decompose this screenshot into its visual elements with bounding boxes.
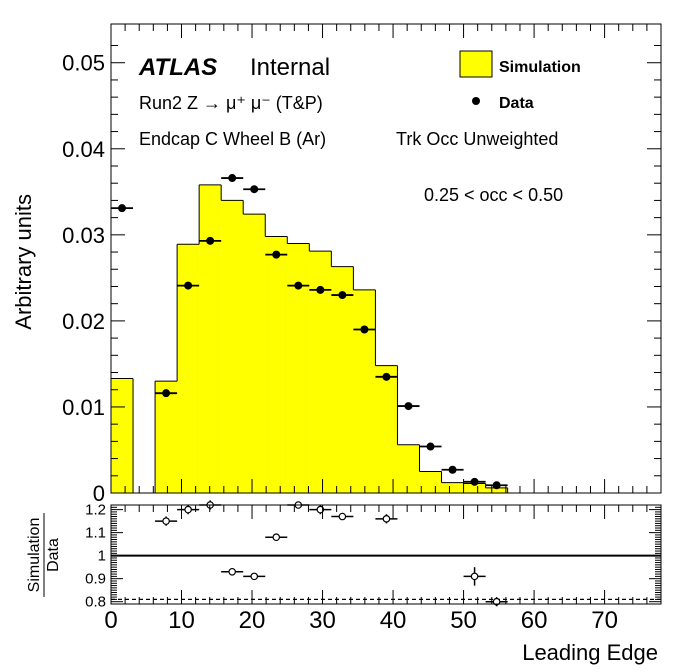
simulation-bar [463,483,486,493]
ratio-point [184,505,192,514]
simulation-bar [287,243,310,493]
data-points [111,174,508,490]
data-point [272,250,281,259]
data-point [404,402,413,411]
ratio-point [162,517,170,525]
legend-data-label: Data [499,95,534,112]
simulation-bar [309,251,332,493]
x-tick-label: 10 [168,607,195,634]
ratio-y-tick-label: 1.1 [85,525,106,542]
status-label: Internal [250,54,330,81]
legend-data-marker [472,97,480,105]
x-tick-labels: 0 10 20 30 40 50 60 70 [104,607,618,634]
x-tick-label: 30 [309,607,336,634]
main-y-tick-labels: 0 0.01 0.02 0.03 0.04 0.05 [62,51,105,506]
ratio-point [250,572,259,581]
ratio-y-tick-labels: 0.8 0.9 1 1.1 1.2 [85,502,106,611]
x-tick-label: 20 [239,607,266,634]
x-tick-label: 0 [104,607,117,634]
data-point [316,285,325,294]
data-point [184,281,193,290]
x-tick-label: 70 [591,607,618,634]
ratio-plot-frame [110,504,662,605]
y-tick-label: 0.05 [62,51,105,76]
y-tick-label: 0.04 [62,137,105,162]
simulation-bar [397,444,420,493]
ratio-points [155,500,508,607]
simulation-bar [375,365,398,493]
legend-simulation-swatch [459,50,493,78]
ratio-y-title-numerator: Simulation [26,518,43,593]
y-tick-label: 0.01 [62,395,105,420]
ratio-y-title-denominator: Data [45,538,62,572]
ratio-point [316,505,325,514]
ratio-plot-panel: 0.8 0.9 1 1.1 1.2 0 10 20 30 40 50 60 70 [85,500,662,634]
region-label: Endcap C Wheel B (Ar) [139,129,326,149]
y-tick-label: 0 [93,481,105,506]
simulation-histogram [110,184,509,494]
data-point [294,281,303,290]
y-tick-label: 0.02 [62,309,105,334]
data-point [470,477,479,486]
data-point [228,174,237,183]
simulation-bar [155,381,178,493]
x-tick-label: 50 [450,607,477,634]
data-point [360,325,369,334]
x-tick-label: 60 [521,607,548,634]
simulation-bar [243,214,266,494]
tag-label: Trk Occ Unweighted [396,129,558,149]
data-point [118,204,127,213]
ratio-y-tick-label: 1 [98,548,106,565]
main-axis-ticks [110,24,662,494]
ratio-point [338,512,347,521]
ratio-point [272,533,281,542]
simulation-bar [177,244,200,493]
process-label: Run2 Z → μ⁺ μ⁻ (T&P) [139,93,323,113]
data-point [250,185,259,194]
ratio-point [470,572,479,581]
ratio-y-title: Simulation Data [26,513,62,597]
data-point [206,236,215,245]
ratio-point [228,567,236,576]
ratio-y-tick-label: 0.8 [85,594,106,611]
data-point [492,481,501,490]
x-tick-label: 40 [380,607,407,634]
data-point [338,291,347,300]
ratio-point [492,597,501,606]
data-point [382,372,391,381]
simulation-bar [221,200,244,493]
y-tick-label: 0.03 [62,223,105,248]
simulation-bar [199,184,222,493]
ratio-point [382,515,391,523]
main-plot-frame [110,23,662,494]
simulation-bar [485,487,508,493]
simulation-bar [331,266,354,493]
main-plot-panel: 0 0.01 0.02 0.03 0.04 0.05 [62,23,662,506]
atlas-label: ATLAS [138,54,217,81]
selection-label: 0.25 < occ < 0.50 [424,185,563,205]
simulation-bar [441,482,464,493]
simulation-bar [419,471,442,493]
x-axis-title: Leading Edge [522,640,658,665]
simulation-bar [353,289,376,493]
y-axis-title: Arbitrary units [11,194,36,330]
data-point [448,465,457,474]
ratio-axis-ticks [110,504,662,604]
legend-simulation-label: Simulation [499,59,581,76]
data-point [426,442,435,451]
ratio-y-tick-label: 1.2 [85,502,106,519]
data-point [162,389,171,398]
ratio-y-tick-label: 0.9 [85,571,106,588]
simulation-bar [265,236,288,493]
